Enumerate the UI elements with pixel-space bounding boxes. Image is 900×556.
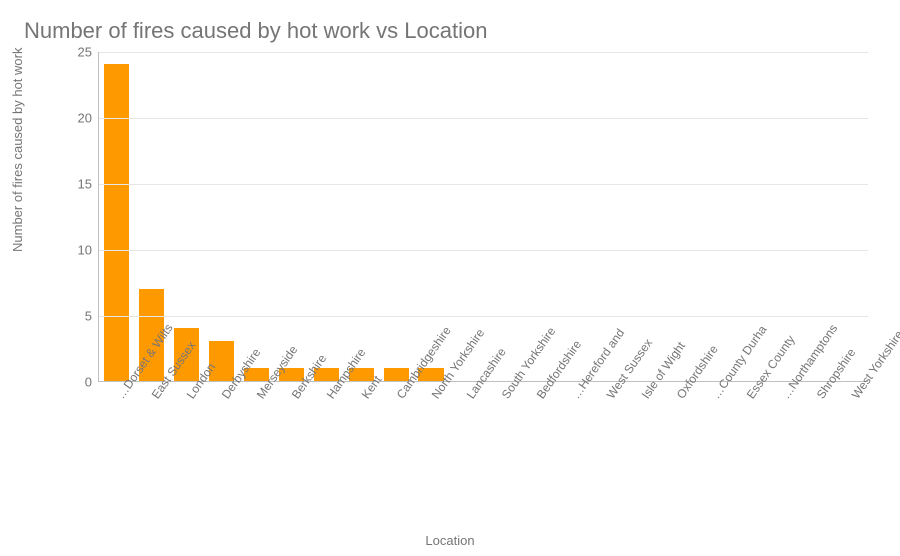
x-label-slot: West Sussex bbox=[588, 390, 623, 530]
x-label-slot: Hereford and… bbox=[553, 390, 588, 530]
grid-line bbox=[99, 52, 868, 53]
y-tick-label: 0 bbox=[52, 375, 92, 390]
bar-slot bbox=[623, 52, 658, 381]
y-tick-label: 25 bbox=[52, 45, 92, 60]
grid-line bbox=[99, 184, 868, 185]
x-label-slot: Hampshire bbox=[308, 390, 343, 530]
x-label-slot: Cambridgeshire bbox=[378, 390, 413, 530]
x-label-slot: Shropshire bbox=[798, 390, 833, 530]
chart-container: Number of fires caused by hot work vs Lo… bbox=[0, 0, 900, 556]
y-tick-label: 20 bbox=[52, 111, 92, 126]
x-label-slot: Isle of Wight bbox=[623, 390, 658, 530]
x-label-slot: Lancashire bbox=[448, 390, 483, 530]
bar-slot bbox=[309, 52, 344, 381]
bar-slot bbox=[99, 52, 134, 381]
bar-slot bbox=[274, 52, 309, 381]
x-label-slot: Oxfordshire bbox=[658, 390, 693, 530]
bar bbox=[104, 64, 129, 381]
x-label-slot: London bbox=[168, 390, 203, 530]
chart-title: Number of fires caused by hot work vs Lo… bbox=[24, 18, 880, 44]
bar-slot bbox=[693, 52, 728, 381]
x-label-slot: Essex County bbox=[728, 390, 763, 530]
y-tick-label: 10 bbox=[52, 243, 92, 258]
bar-slot bbox=[204, 52, 239, 381]
bar-slot bbox=[483, 52, 518, 381]
bar-slot bbox=[658, 52, 693, 381]
x-label-slot: South Yorkshire bbox=[483, 390, 518, 530]
x-label-slot: Northamptons… bbox=[763, 390, 798, 530]
x-axis-labels: Dorset & Wilts…East SussexLondonDerbyshi… bbox=[98, 390, 868, 530]
grid-line bbox=[99, 316, 868, 317]
bar-slot bbox=[239, 52, 274, 381]
x-label-slot: Derbyshire bbox=[203, 390, 238, 530]
x-label-slot: West Yorkshire bbox=[833, 390, 868, 530]
x-label-slot: Kent bbox=[343, 390, 378, 530]
y-tick-label: 15 bbox=[52, 177, 92, 192]
grid-line bbox=[99, 118, 868, 119]
bar-slot bbox=[344, 52, 379, 381]
plot-region: Number of fires caused by hot work Locat… bbox=[20, 52, 880, 552]
x-label-slot: Merseyside bbox=[238, 390, 273, 530]
grid-line bbox=[99, 250, 868, 251]
x-label-slot: North Yorkshire bbox=[413, 390, 448, 530]
x-label-slot: East Sussex bbox=[133, 390, 168, 530]
x-label-slot: Dorset & Wilts… bbox=[98, 390, 133, 530]
bar-slot bbox=[379, 52, 414, 381]
bar-slot bbox=[169, 52, 204, 381]
x-axis-title: Location bbox=[425, 533, 474, 548]
x-label-slot: Berkshire bbox=[273, 390, 308, 530]
x-label-slot: County Durha… bbox=[693, 390, 728, 530]
y-axis-title: Number of fires caused by hot work bbox=[10, 48, 25, 252]
y-tick-label: 5 bbox=[52, 309, 92, 324]
x-label-slot: Bedfordshire bbox=[518, 390, 553, 530]
